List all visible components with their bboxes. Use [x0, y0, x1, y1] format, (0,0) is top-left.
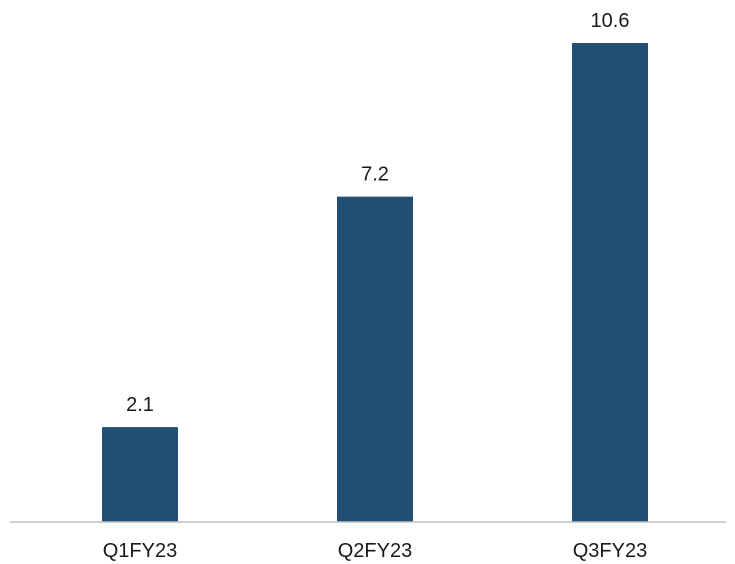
data-label-group: 2.1 7.2 10.6: [126, 10, 629, 416]
data-label-q1fy23: 2.1: [126, 394, 154, 416]
bar-group: [102, 43, 648, 522]
bar-q1fy23: [102, 427, 178, 522]
x-tick-label-q2fy23: Q2FY23: [338, 540, 412, 562]
bar-q2fy23: [337, 196, 413, 522]
data-label-q2fy23: 7.2: [361, 164, 389, 186]
x-tick-label-q3fy23: Q3FY23: [573, 540, 647, 562]
bar-q3fy23: [572, 43, 648, 522]
x-tick-label-group: Q1FY23 Q2FY23 Q3FY23: [103, 540, 647, 562]
x-tick-label-q1fy23: Q1FY23: [103, 540, 177, 562]
data-label-q3fy23: 10.6: [591, 10, 630, 32]
